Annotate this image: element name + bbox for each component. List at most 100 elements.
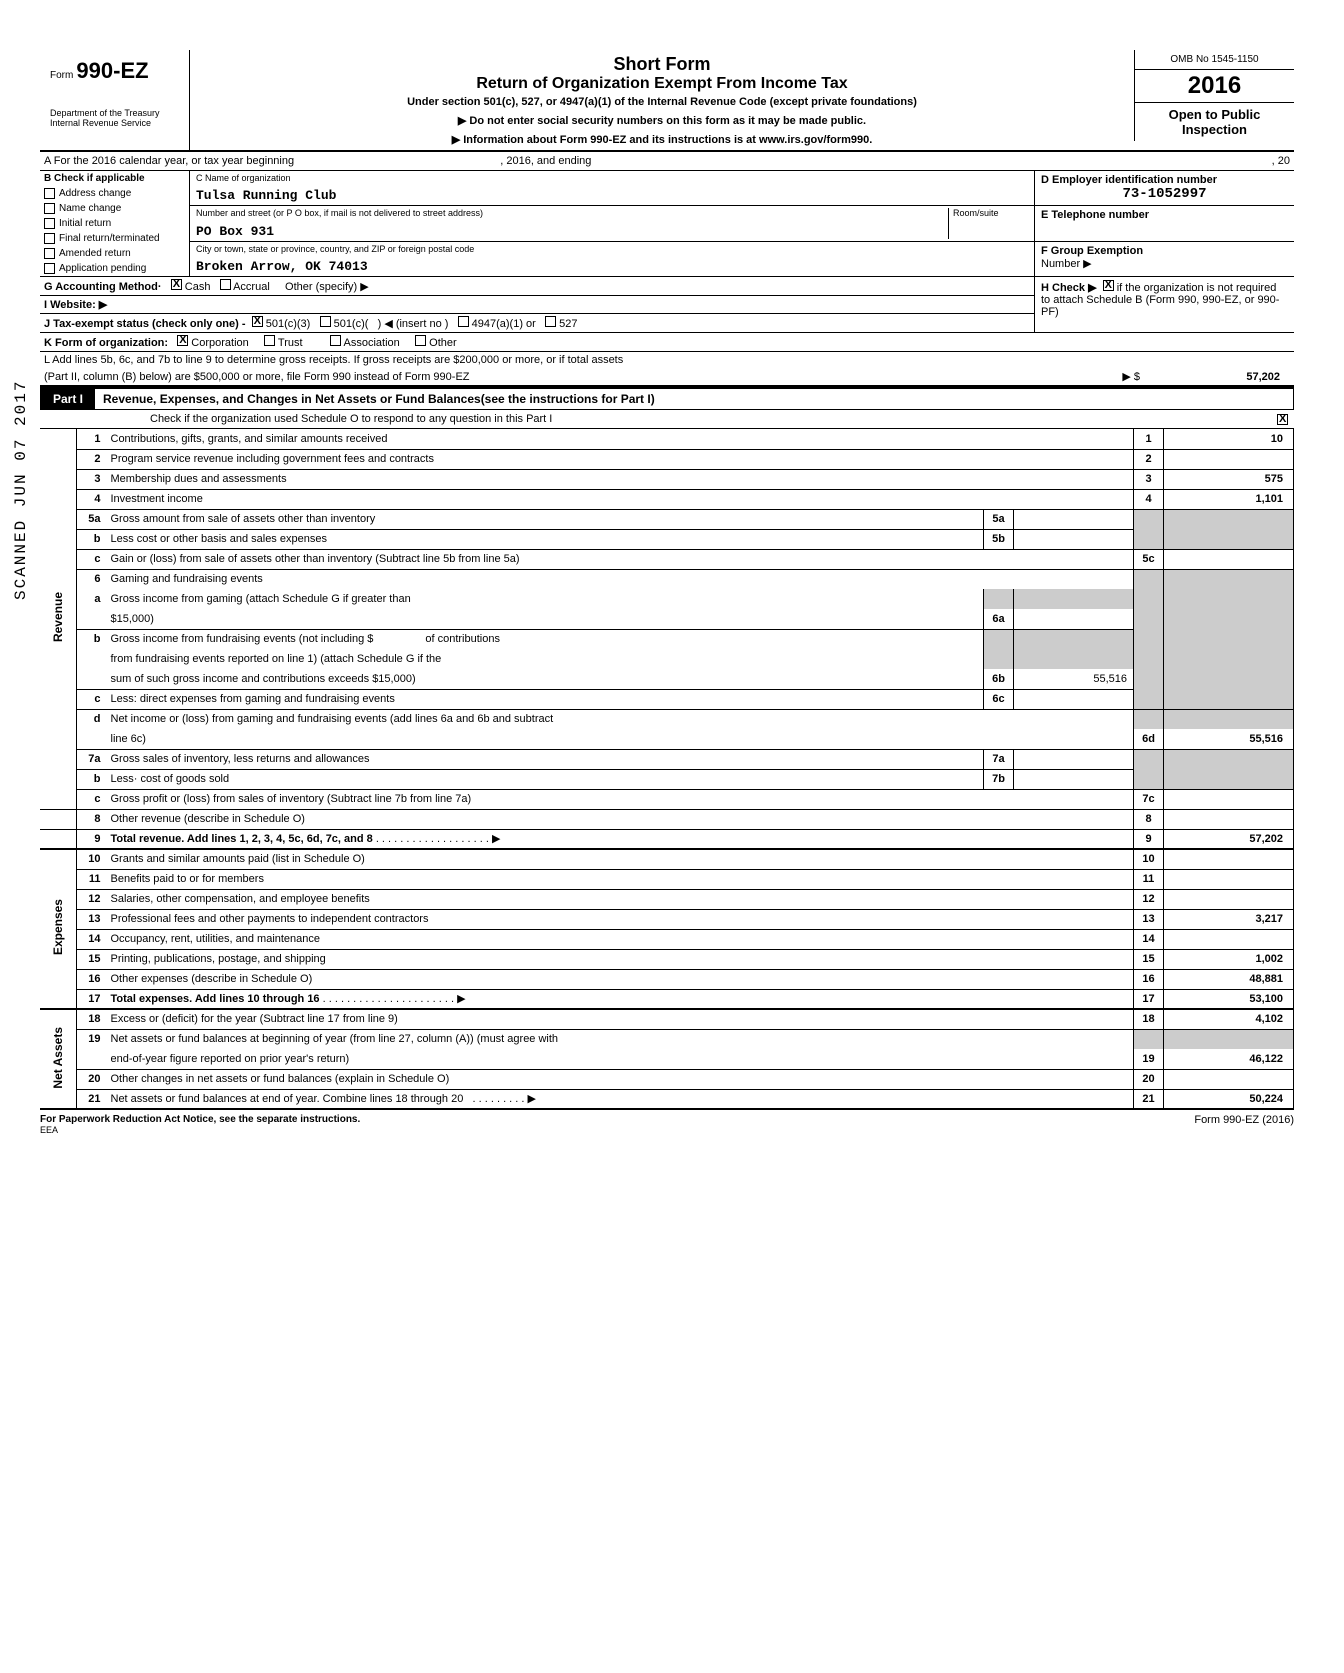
lmv: 55,516 [1014,669,1134,689]
ld: Program service revenue including govern… [107,449,1134,469]
open-public: Open to Public Inspection [1134,103,1294,141]
cb-trust[interactable] [264,335,275,346]
shade [1134,749,1164,789]
org-name: Tulsa Running Club [196,188,1028,203]
ln: c [77,549,107,569]
h-label: H Check ▶ [1041,282,1097,294]
cb-501c[interactable] [320,316,331,327]
footer-eea: EEA [40,1125,58,1135]
cb-corporation[interactable] [177,335,188,346]
lm: 5a [984,509,1014,529]
line-j: J Tax-exempt status (check only one) - 5… [40,314,1034,333]
j-501c: 501(c)( [334,318,369,330]
ld: from fundraising events reported on line… [107,649,984,669]
ln: 15 [77,949,107,969]
lv: 575 [1164,469,1294,489]
ln: 20 [77,1069,107,1089]
j-4947: 4947(a)(1) or [472,318,536,330]
lm: 7a [984,749,1014,769]
k-label: K Form of organization: [44,337,168,349]
cb-schedule-o[interactable] [1277,414,1288,425]
part1-title: Revenue, Expenses, and Changes in Net As… [95,389,1293,409]
lmv [1014,749,1134,769]
cb-association[interactable] [330,335,341,346]
org-city: Broken Arrow, OK 74013 [196,259,1028,274]
le: 19 [1134,1049,1164,1069]
shade [1014,589,1134,609]
part1-check-line: Check if the organization used Schedule … [40,410,1294,429]
le: 13 [1134,909,1164,929]
cb-amended[interactable] [44,248,55,259]
lv: 4,102 [1164,1009,1294,1029]
lv [1164,929,1294,949]
ld: Gain or (loss) from sale of assets other… [107,549,1134,569]
cb-4947[interactable] [458,316,469,327]
ld: Gross sales of inventory, less returns a… [107,749,984,769]
g-other: Other (specify) ▶ [285,281,369,293]
lv: 53,100 [1164,989,1294,1009]
cb-initial-return[interactable] [44,218,55,229]
cb-application-pending[interactable] [44,263,55,274]
col-def: D Employer identification number 73-1052… [1034,171,1294,276]
cb-other-org[interactable] [415,335,426,346]
f-number: Number ▶ [1041,257,1288,270]
ln: b [77,629,107,649]
f-group-exemption: F Group Exemption Number ▶ [1035,242,1294,276]
shade [984,649,1014,669]
cb-label: Amended return [59,248,131,259]
ln [77,669,107,689]
c-name-label: C Name of organization [196,173,1028,183]
ln: a [77,589,107,609]
cb-accrual[interactable] [220,279,231,290]
cb-name-change[interactable] [44,203,55,214]
cb-address-change[interactable] [44,188,55,199]
shade [1134,1029,1164,1049]
ln: 9 [77,829,107,849]
part1-header: Part I Revenue, Expenses, and Changes in… [40,387,1294,410]
cb-schedule-b[interactable] [1103,280,1114,291]
lv: 48,881 [1164,969,1294,989]
g-accrual: Accrual [233,281,270,293]
side-cont [40,829,77,849]
shade [1164,509,1294,549]
ln: 21 [77,1089,107,1109]
ld: Grants and similar amounts paid (list in… [107,849,1134,869]
ln: 4 [77,489,107,509]
g-label: G Accounting Method· [44,281,162,293]
ln: 19 [77,1029,107,1049]
footer-left: For Paperwork Reduction Act Notice, see … [40,1114,360,1125]
lv [1164,809,1294,829]
ld: Gaming and fundraising events [107,569,1134,589]
ln: 2 [77,449,107,469]
header-left: Form 990-EZ Department of the Treasury I… [40,50,190,150]
shade [1134,509,1164,549]
cb-label: Address change [59,188,131,199]
ln: 5a [77,509,107,529]
j-501c3: 501(c)(3) [266,318,311,330]
le: 12 [1134,889,1164,909]
ld: Gross amount from sale of assets other t… [107,509,984,529]
lmv [1014,529,1134,549]
side-expenses: Expenses [40,849,77,1009]
cb-final-return[interactable] [44,233,55,244]
row-a-tax-year: A For the 2016 calendar year, or tax yea… [40,152,1294,171]
lv [1164,789,1294,809]
cb-501c3[interactable] [252,316,263,327]
cb-cash[interactable] [171,279,182,290]
lm: 6b [984,669,1014,689]
ln: 18 [77,1009,107,1029]
ssn-warning: ▶ Do not enter social security numbers o… [200,114,1124,127]
irs-label: Internal Revenue Service [50,118,183,128]
lv: 1,002 [1164,949,1294,969]
i-label: I Website: ▶ [44,299,107,311]
form-number: 990-EZ [76,58,148,83]
row-a-left: A For the 2016 calendar year, or tax yea… [44,155,294,167]
ld: Net income or (loss) from gaming and fun… [107,709,1134,729]
shade [1134,569,1164,689]
c-city-label: City or town, state or province, country… [196,244,1028,254]
lv: 57,202 [1164,829,1294,849]
dept-treasury: Department of the Treasury [50,108,183,118]
cb-527[interactable] [545,316,556,327]
le: 1 [1134,429,1164,449]
scanned-stamp: SCANNED JUN 07 2017 [12,380,30,600]
